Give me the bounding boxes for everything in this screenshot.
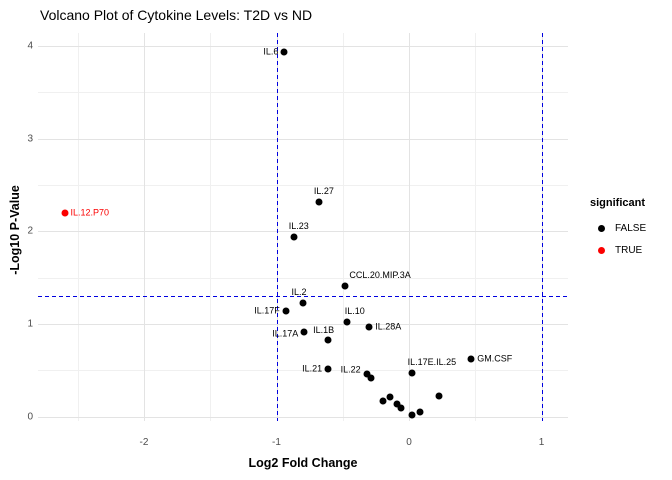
x-axis-title: Log2 Fold Change xyxy=(248,456,358,470)
y-axis-title: -Log10 P-Value xyxy=(8,185,22,275)
data-point-IL.12.P70 xyxy=(61,209,68,217)
data-point-IL.6 xyxy=(280,48,288,56)
y-tick-label: 0 xyxy=(27,411,33,423)
minor-gridline-vertical xyxy=(77,33,79,421)
data-point-IL.21 xyxy=(324,365,332,373)
legend-item-label: TRUE xyxy=(615,245,643,256)
threshold-line-foldchange xyxy=(276,33,278,421)
data-point-CCL.20.MIP.3A xyxy=(341,282,349,290)
point-label-IL.17A: IL.17A xyxy=(272,328,299,339)
major-gridline-horizontal xyxy=(38,231,568,233)
data-point xyxy=(367,374,375,382)
data-point xyxy=(435,392,443,400)
y-tick-label: 4 xyxy=(27,40,33,52)
data-point-IL.17E.IL.25 xyxy=(408,369,416,377)
data-point-GM.CSF xyxy=(467,355,475,363)
minor-gridline-horizontal xyxy=(38,185,568,187)
data-point-IL.22 xyxy=(363,370,371,378)
threshold-line-pvalue xyxy=(38,296,568,298)
point-label-IL.1B: IL.1B xyxy=(313,324,335,335)
data-point-IL.23 xyxy=(290,233,298,241)
point-label-IL.17E.IL.25: IL.17E.IL.25 xyxy=(407,357,457,368)
y-tick-label: 3 xyxy=(27,133,33,145)
legend: significant FALSE TRUE xyxy=(590,197,646,265)
data-point xyxy=(408,411,416,419)
point-label-IL.22: IL.22 xyxy=(340,364,361,375)
minor-gridline-vertical xyxy=(342,33,344,421)
major-gridline-horizontal xyxy=(38,416,568,418)
data-point xyxy=(379,397,386,405)
legend-items: FALSE TRUE xyxy=(590,221,646,258)
major-gridline-horizontal xyxy=(38,45,568,47)
point-label-IL.6: IL.6 xyxy=(263,46,279,57)
point-label-IL.10: IL.10 xyxy=(344,306,365,317)
major-gridline-horizontal xyxy=(38,324,568,326)
major-gridline-horizontal xyxy=(38,138,568,140)
major-gridline-vertical xyxy=(409,33,410,421)
legend-title: significant xyxy=(590,197,646,209)
data-point-IL.28A xyxy=(365,323,373,331)
chart-title: Volcano Plot of Cytokine Levels: T2D vs … xyxy=(40,7,313,23)
legend-item-TRUE: TRUE xyxy=(590,243,646,258)
point-label-GM.CSF: GM.CSF xyxy=(477,353,513,364)
minor-gridline-vertical xyxy=(475,33,477,421)
point-label-IL.17F: IL.17F xyxy=(254,305,280,316)
data-point-IL.1B xyxy=(324,336,332,344)
plot-panel: IL.6 IL.27 IL.23 CCL.20.MIP.3A IL.2 IL.17F IL.… xyxy=(38,33,568,421)
point-label-IL.12.P70: IL.12.P70 xyxy=(70,207,110,218)
minor-gridline-horizontal xyxy=(38,277,568,279)
data-point xyxy=(386,393,394,401)
y-tick-label: 1 xyxy=(27,318,33,330)
minor-gridline-vertical xyxy=(210,33,212,421)
data-point xyxy=(393,400,401,408)
data-point-IL.2 xyxy=(299,299,307,307)
point-label-IL.2: IL.2 xyxy=(291,286,307,297)
legend-item-label: FALSE xyxy=(615,223,647,234)
point-label-IL.27: IL.27 xyxy=(313,185,334,196)
data-point-IL.27 xyxy=(315,198,323,206)
minor-gridline-horizontal xyxy=(38,92,568,94)
data-point-IL.10 xyxy=(343,318,351,326)
legend-dot-icon xyxy=(598,247,605,254)
data-point xyxy=(397,404,405,412)
legend-dot-icon xyxy=(598,225,605,232)
point-label-IL.28A: IL.28A xyxy=(375,321,402,332)
x-tick-label: -1 xyxy=(272,437,281,448)
legend-item-FALSE: FALSE xyxy=(590,221,646,236)
data-point-IL.17A xyxy=(300,328,308,336)
x-tick-label: -2 xyxy=(139,437,149,448)
major-gridline-vertical xyxy=(144,33,145,421)
threshold-line-foldchange xyxy=(541,33,543,421)
point-label-IL.23: IL.23 xyxy=(288,220,309,231)
x-tick-label: 0 xyxy=(406,437,412,448)
data-point-IL.17F xyxy=(282,307,290,315)
x-tick-label: 1 xyxy=(538,437,545,448)
data-point xyxy=(416,408,424,416)
minor-gridline-horizontal xyxy=(38,370,568,372)
point-label-IL.21: IL.21 xyxy=(302,363,323,374)
point-label-CCL.20.MIP.3A: CCL.20.MIP.3A xyxy=(349,270,411,281)
